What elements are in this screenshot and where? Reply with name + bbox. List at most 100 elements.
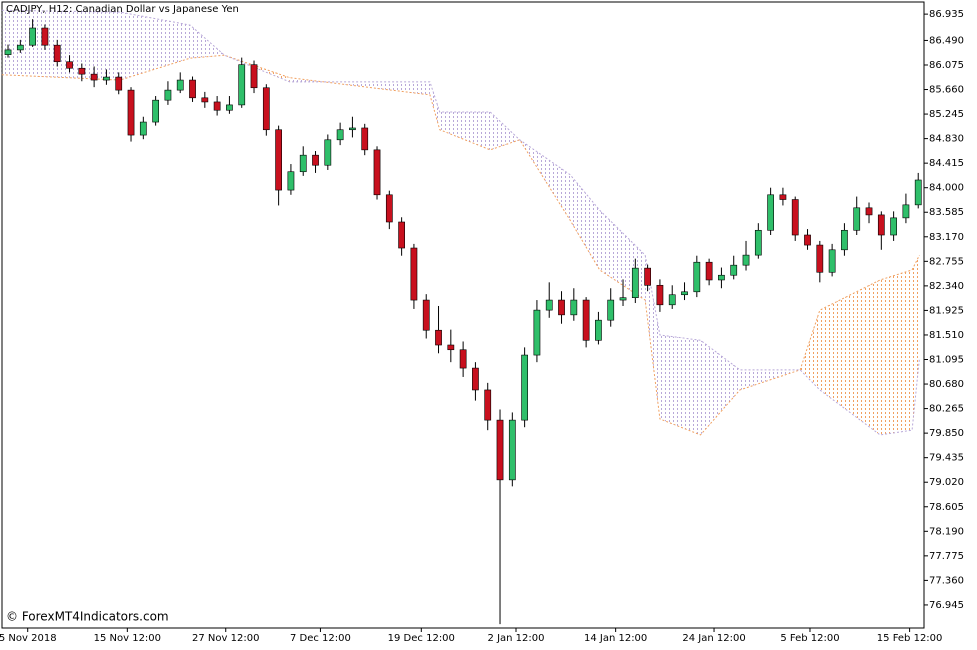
candle-body — [447, 344, 455, 351]
candle-body — [324, 139, 332, 166]
candle-body — [262, 87, 270, 131]
y-tick-label: 81.095 — [929, 355, 964, 366]
candle-body — [78, 67, 86, 75]
candle-body — [804, 234, 811, 246]
y-tick-label: 76.945 — [929, 600, 964, 611]
candle-body — [435, 329, 442, 346]
candle-body — [644, 267, 651, 286]
candle-body — [16, 44, 24, 51]
candle-body — [484, 389, 492, 421]
cloud-segment — [819, 279, 881, 435]
candle-body — [4, 49, 12, 55]
candle-body — [595, 319, 602, 341]
candle-body — [779, 194, 787, 200]
candle-body — [718, 274, 725, 281]
candle-body — [496, 419, 504, 481]
cloud-segment — [645, 255, 660, 419]
y-tick-label: 82.340 — [929, 281, 964, 292]
cloud-segment — [439, 112, 491, 150]
candle-body — [521, 354, 528, 421]
cloud-segment — [570, 174, 600, 270]
candle-body — [127, 89, 135, 136]
y-tick-label: 84.000 — [929, 183, 964, 194]
candle-body — [213, 101, 221, 111]
x-tick-label: 15 Nov 12:00 — [94, 633, 161, 644]
cloud-segment — [880, 269, 913, 435]
candle-body — [853, 207, 861, 231]
y-tick-label: 84.830 — [929, 134, 964, 145]
candle-body — [865, 207, 873, 216]
candle-body — [410, 247, 418, 301]
plot-frame — [1, 1, 925, 629]
candle-body — [841, 229, 848, 251]
candle-body — [828, 249, 836, 273]
candle-body — [816, 244, 824, 273]
candle-body — [226, 104, 233, 111]
candle-body — [705, 261, 713, 281]
cloud-segment — [490, 112, 520, 150]
candle-body — [545, 299, 553, 311]
candle-body — [914, 179, 922, 206]
candle-body — [619, 297, 627, 301]
candle-body — [422, 299, 430, 331]
candle-body — [398, 221, 405, 249]
candle-body — [668, 294, 676, 306]
candle-body — [349, 127, 356, 131]
candle-body — [385, 194, 393, 223]
y-tick-label: 86.490 — [929, 35, 964, 46]
y-tick-label: 86.935 — [929, 9, 964, 20]
watermark: © ForexMT4Indicators.com — [6, 610, 169, 624]
y-tick-label: 79.850 — [929, 428, 964, 439]
cloud-line — [1, 54, 920, 436]
cloud-segment — [119, 12, 191, 81]
candle-body — [373, 149, 381, 196]
x-tick-label: 27 Nov 12:00 — [192, 633, 259, 644]
cloud-line — [1, 9, 920, 436]
candle-body — [681, 291, 688, 296]
candle-body — [139, 121, 147, 136]
candle-body — [41, 27, 49, 46]
y-tick-label: 85.245 — [929, 109, 964, 120]
candle-body — [877, 214, 885, 236]
cloud-segment — [912, 255, 920, 431]
candle-body — [90, 73, 98, 81]
y-tick-label: 85.660 — [929, 85, 964, 96]
y-tick-label: 82.755 — [929, 256, 964, 267]
x-tick-label: 7 Dec 12:00 — [290, 633, 351, 644]
candle-body — [902, 204, 910, 219]
candle-body — [29, 27, 37, 46]
candle-body — [189, 79, 196, 99]
candle-body — [103, 76, 110, 81]
x-tick-label: 14 Jan 12:00 — [584, 633, 647, 644]
candles-layer — [4, 19, 922, 625]
candle-body — [890, 217, 897, 236]
y-tick-label: 80.265 — [929, 404, 964, 415]
candle-body — [472, 367, 479, 391]
candle-body — [558, 299, 565, 316]
candle-body — [767, 194, 774, 231]
candle-body — [176, 79, 184, 91]
candle-body — [508, 419, 516, 481]
candle-body — [250, 64, 258, 89]
candle-body — [754, 229, 762, 256]
candle-body — [533, 309, 541, 356]
x-tick-label: 5 Feb 12:00 — [780, 633, 839, 644]
candle-body — [275, 129, 282, 191]
cloud-segment — [659, 334, 701, 435]
candle-body — [299, 154, 307, 173]
candle-body — [287, 171, 295, 191]
candle-body — [693, 261, 701, 293]
candle-body — [66, 61, 73, 69]
candle-body — [791, 199, 799, 236]
x-tick-label: 19 Dec 12:00 — [388, 633, 455, 644]
cloud-segment — [800, 310, 820, 390]
candle-body — [201, 97, 209, 103]
x-tick-label: 15 Feb 12:00 — [877, 633, 943, 644]
y-tick-label: 80.680 — [929, 379, 964, 390]
axis-layer: 86.935 86.490 86.075 85.660 85.245 84.830 84.4… — [0, 9, 964, 644]
candle-body — [570, 299, 578, 316]
cloud-segment — [700, 340, 740, 435]
chart-title: CADJPY, H12: Canadian Dollar vs Japanese… — [6, 4, 239, 15]
y-tick-label: 79.020 — [929, 477, 964, 488]
